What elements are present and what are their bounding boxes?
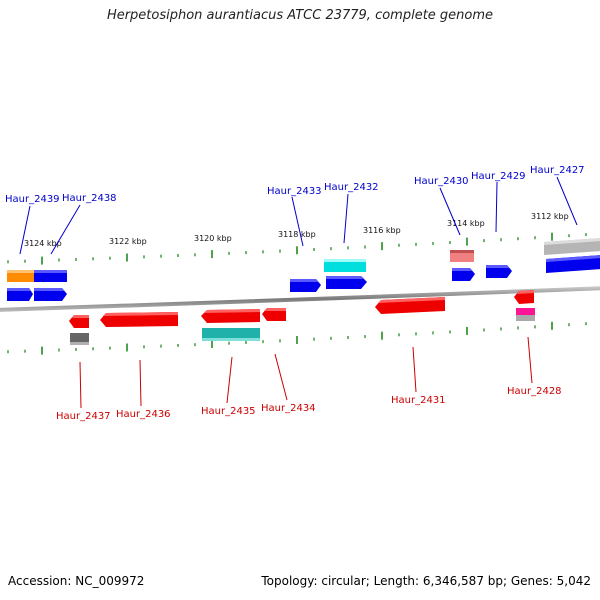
gene-haur-2428-tile[interactable] xyxy=(516,308,535,321)
gene-label-reverse[interactable]: Haur_2431 xyxy=(391,395,446,406)
gene-label-reverse[interactable]: Haur_2434 xyxy=(261,403,316,414)
gene-haur-2436[interactable] xyxy=(100,312,178,327)
kbp-label: 3122 kbp xyxy=(109,237,147,246)
map-title: Herpetosiphon aurantiacus ATCC 23779, co… xyxy=(106,8,494,23)
gene-arrow-fwd[interactable] xyxy=(7,288,33,301)
gene-haur-2431[interactable] xyxy=(375,297,445,314)
gene-label-reverse[interactable]: Haur_2436 xyxy=(116,409,171,420)
genome-backbone xyxy=(0,286,600,312)
kbp-label: 3114 kbp xyxy=(447,219,485,228)
forward-leader-lines xyxy=(19,176,578,255)
gene-haur-2427-tile[interactable] xyxy=(544,238,600,255)
gene-haur-2435-tile[interactable] xyxy=(202,328,260,341)
gene-label-forward[interactable]: Haur_2432 xyxy=(324,182,379,193)
gene-haur-2430-tile[interactable] xyxy=(450,250,474,262)
gene-haur-2433[interactable] xyxy=(290,279,321,292)
gene-label-forward[interactable]: Haur_2427 xyxy=(530,165,585,176)
kbp-label: 3112 kbp xyxy=(531,212,569,221)
gene-label-forward[interactable]: Haur_2439 xyxy=(5,194,60,205)
gene-label-forward[interactable]: Haur_2430 xyxy=(414,176,469,187)
gene-haur-2429[interactable] xyxy=(486,265,512,278)
gene-haur-2430[interactable] xyxy=(452,268,475,281)
gene-label-reverse[interactable]: Haur_2435 xyxy=(201,406,256,417)
gene-haur-2434[interactable] xyxy=(262,308,286,321)
gene-haur-2437[interactable] xyxy=(69,315,89,328)
reverse-leader-lines xyxy=(79,336,533,409)
forward-scale-ticks xyxy=(7,232,587,265)
genome-summary-text: Topology: circular; Length: 6,346,587 bp… xyxy=(261,574,591,588)
gene-haur-2435[interactable] xyxy=(201,309,260,323)
gene-label-reverse[interactable]: Haur_2428 xyxy=(507,386,562,397)
kbp-label: 3124 kbp xyxy=(24,239,62,248)
kbp-label: 3116 kbp xyxy=(363,226,401,235)
gene-haur-2437-tile[interactable] xyxy=(70,333,89,345)
gene-haur-2438[interactable] xyxy=(34,270,67,282)
gene-label-forward[interactable]: Haur_2429 xyxy=(471,171,526,182)
accession-text: Accession: NC_009972 xyxy=(8,574,145,588)
gene-haur-2428[interactable] xyxy=(514,290,534,304)
reverse-scale-ticks xyxy=(7,321,587,355)
gene-haur-2432-tile[interactable] xyxy=(324,259,366,272)
gene-label-forward[interactable]: Haur_2433 xyxy=(267,186,322,197)
gene-label-reverse[interactable]: Haur_2437 xyxy=(56,411,111,422)
gene-haur-2427[interactable] xyxy=(546,255,600,273)
kbp-label: 3120 kbp xyxy=(194,234,232,243)
gene-label-forward[interactable]: Haur_2438 xyxy=(62,193,117,204)
gene-haur-2439[interactable] xyxy=(7,270,34,282)
kbp-label: 3118 kbp xyxy=(278,230,316,239)
gene-haur-2432[interactable] xyxy=(326,276,367,289)
gene-arrow-fwd[interactable] xyxy=(34,288,67,301)
